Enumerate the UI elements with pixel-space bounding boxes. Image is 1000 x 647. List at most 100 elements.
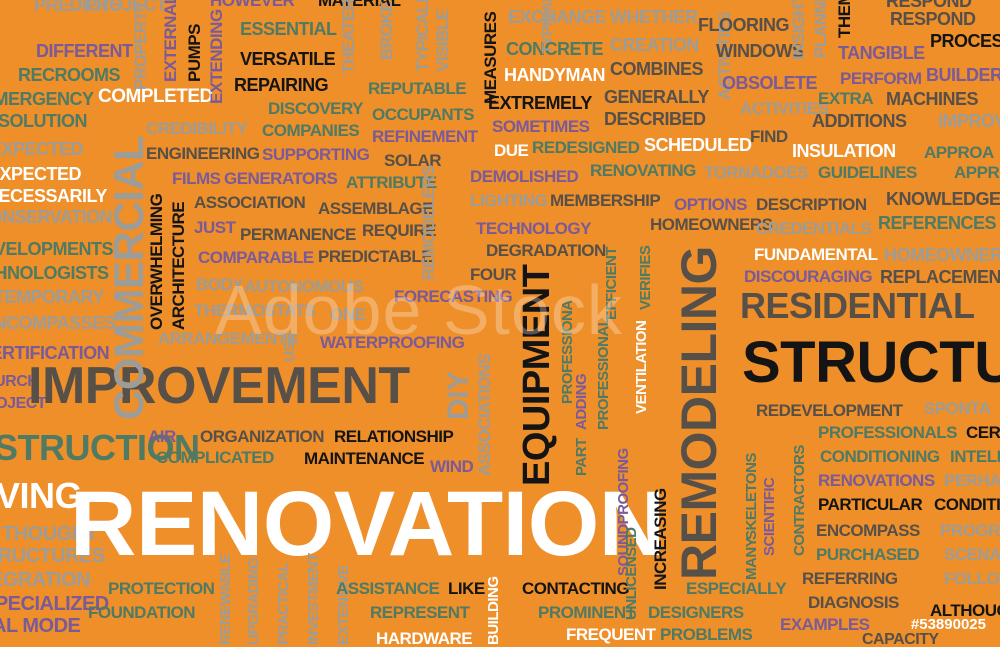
word-windows: WINDOWS xyxy=(716,41,804,61)
word-church: CHURCH xyxy=(0,373,39,390)
word-program: PROGRA xyxy=(940,521,1000,540)
word-contractors: CONTRACTORS xyxy=(791,445,808,556)
word-particular: PARTICULAR xyxy=(818,495,923,514)
word-thought: THOUGHT xyxy=(2,523,98,545)
word-description: DESCRIPTION xyxy=(756,195,867,214)
word-just: JUST xyxy=(194,218,236,237)
word-homeowner: HOMEOWNER xyxy=(884,245,1000,265)
word-intelligent: INTELL xyxy=(950,447,1000,466)
word-renovations: RENOVATIONS xyxy=(818,471,935,490)
word-diagnosis: DIAGNOSIS xyxy=(808,593,899,612)
word-discovery: DISCOVERY xyxy=(268,99,364,118)
word-renovating: RENOVATING xyxy=(590,161,696,180)
word-complicated: COMPLICATED xyxy=(156,448,274,467)
word-investment: INVESTMENT xyxy=(305,553,322,645)
word-external: EXTERNAL xyxy=(161,0,180,82)
word-technology: TECHNOLOGY xyxy=(476,219,591,238)
word-builder: BUILDER xyxy=(926,65,1000,85)
word-sometimes: SOMETIMES xyxy=(492,117,590,136)
word-improve: IMPROVE xyxy=(938,111,1000,131)
word-fundamental: FUNDAMENTAL xyxy=(754,245,878,264)
word-typically-2: TYPICALLY xyxy=(539,0,556,54)
word-guidelines: GUIDELINES xyxy=(818,163,917,182)
word-residential: RESIDENTIAL xyxy=(740,285,975,326)
word-expected: EXPECTED xyxy=(0,164,82,184)
word-problems: PROBLEMS xyxy=(660,625,753,644)
word-measures: MEASURES xyxy=(481,11,500,104)
stock-id-label: #53890025 xyxy=(910,616,986,633)
word-architecture: ARCHITECTURE xyxy=(169,201,188,330)
word-knowledge: KNOWLEDGE xyxy=(886,189,1000,209)
word-certification: CERTIFICATION xyxy=(0,343,110,363)
word-specialized: SPECIALIZED xyxy=(0,593,109,615)
word-prominent: PROMINENT xyxy=(538,603,636,622)
word-project-top: PROJECT xyxy=(85,0,167,15)
word-solar: SOLAR xyxy=(384,151,442,170)
word-membership: MEMBERSHIP xyxy=(550,191,661,210)
word-generators: GENERATORS xyxy=(224,169,338,188)
word-skeletons: SKELETONS xyxy=(743,453,760,540)
word-condition: CONDITI xyxy=(934,495,1000,514)
word-part: PART xyxy=(573,438,590,476)
word-conservation: CONSERVATION xyxy=(0,207,113,227)
word-replacement: REPLACEMENT xyxy=(880,267,1000,287)
word-references: REFERENCES xyxy=(878,213,997,233)
word-supporting: SUPPORTING xyxy=(262,145,370,164)
word-frequent: FREQUENT xyxy=(566,625,656,644)
word-redesigned: REDESIGNED xyxy=(532,138,640,157)
word-although: ALTHOUG xyxy=(930,601,1000,620)
word-encompass: ENCOMPASS xyxy=(816,521,920,540)
word-versatile: VERSATILE xyxy=(240,49,336,69)
word-waterproofing: WATERPROOFING xyxy=(320,333,465,352)
word-relationship: RELATIONSHIP xyxy=(334,427,454,446)
word-association: ASSOCIATION xyxy=(194,193,306,212)
word-foundation: FOUNDATION xyxy=(88,603,196,622)
word-practical: PRACTICAL xyxy=(275,562,292,645)
word-discouraging: DISCOURAGING xyxy=(744,267,873,286)
word-exchange: EXCHANGE xyxy=(508,7,607,27)
word-perform: PERFORM xyxy=(840,69,922,88)
word-purchased: PURCHASED xyxy=(816,545,920,564)
word-contacting: CONTACTING xyxy=(522,579,630,598)
word-forecasting: FORECASTING xyxy=(394,287,513,306)
word-upgrading: UPGRADING xyxy=(245,557,262,645)
word-encompasses: ENCOMPASSES xyxy=(0,313,116,333)
word-ventilation: VENTILATION xyxy=(633,320,650,414)
word-machines: MACHINES xyxy=(886,89,979,109)
word-predictable: PREDICTABLE xyxy=(318,247,433,266)
word-represent: REPRESENT xyxy=(370,603,470,622)
word-extending: EXTENDING xyxy=(207,9,226,104)
word-credentials: CREDENTIALS xyxy=(756,219,872,238)
word-require: REQUIRE xyxy=(362,221,436,240)
word-flooring: FLOORING xyxy=(698,15,790,35)
word-remodelers: REMODELERS xyxy=(419,165,438,280)
word-many: MANY xyxy=(743,537,760,580)
word-air: AIR xyxy=(148,427,176,446)
word-planned: PLANNED xyxy=(811,0,830,58)
word-handyman: HANDYMAN xyxy=(504,65,606,85)
word-predicts: PREDICTS xyxy=(34,0,122,15)
word-especially: ESPECIALLY xyxy=(686,579,787,598)
word-perhaps: PERHA xyxy=(944,471,1000,490)
word-hardware: HARDWARE xyxy=(376,629,473,647)
word-unlicensed: UNLICENSED xyxy=(623,527,640,620)
word-integration: EGRATION xyxy=(0,569,91,591)
word-emergency: EMERGENCY xyxy=(0,89,94,109)
word-property: PROPERTY xyxy=(131,0,150,90)
word-following: FOLLOW xyxy=(944,569,1000,588)
word-adding: ADDING xyxy=(573,373,590,430)
word-structure: STRUCTU xyxy=(742,330,1000,395)
word-referring: REFERRING xyxy=(802,569,898,588)
word-construction: STRUCTION xyxy=(0,427,200,468)
word-diy: DIY xyxy=(442,371,475,420)
word-capacity: CAPACITY xyxy=(862,631,939,647)
word-extensive: EXTENSIVE xyxy=(335,565,352,645)
word-degradation: DEGRADATION xyxy=(486,241,606,260)
word-increasing: INCREASING xyxy=(651,488,670,590)
word-completed: COMPLETED xyxy=(98,86,213,107)
word-designers: DESIGNERS xyxy=(648,603,744,622)
word-fahrenheit: CER xyxy=(966,423,1000,442)
word-refinement: REFINEMENT xyxy=(372,127,478,146)
